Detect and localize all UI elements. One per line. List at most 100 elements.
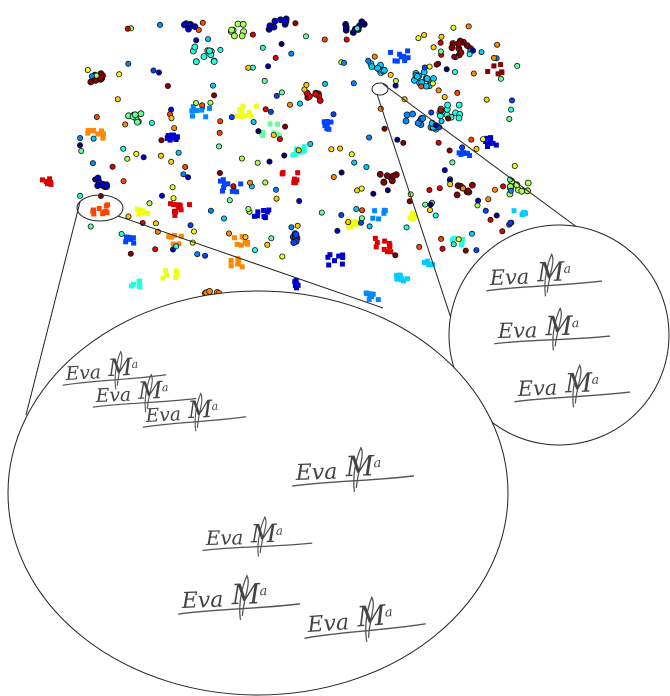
scatter-point <box>456 150 462 156</box>
scatter-point <box>381 210 387 216</box>
scatter-point <box>273 92 280 99</box>
scatter-point <box>190 228 197 235</box>
scatter-point <box>242 113 248 119</box>
scatter-point <box>123 239 129 245</box>
signature-name-text: Eva <box>205 526 244 550</box>
scatter-point <box>148 120 155 127</box>
scatter-point <box>164 272 170 278</box>
scatter-point <box>384 249 390 255</box>
scatter-point <box>405 55 411 61</box>
scatter-point <box>124 155 131 162</box>
zoom-source-marker-large <box>76 194 124 222</box>
scatter-point <box>348 223 354 229</box>
scatter-point <box>459 242 464 248</box>
signature-initial-text: M <box>186 395 213 424</box>
signature-initial-text: M <box>536 256 566 288</box>
scatter-point <box>388 249 394 255</box>
scatter-point <box>375 297 381 303</box>
scatter-point <box>394 136 401 143</box>
scatter-point <box>482 207 489 214</box>
scatter-point <box>254 159 261 166</box>
scatter-point <box>376 216 382 222</box>
scatter-point <box>402 117 410 125</box>
scatter-point <box>508 97 515 104</box>
scatter-point <box>302 33 309 40</box>
scatter-point <box>470 70 477 77</box>
scatter-point <box>174 272 180 278</box>
signature-image: Eva Ma <box>494 307 611 351</box>
scatter-point <box>199 102 206 109</box>
scatter-point <box>264 241 271 248</box>
scatter-point <box>77 142 84 149</box>
scatter-point <box>158 192 165 199</box>
scatter-point <box>339 261 345 267</box>
scatter-point <box>270 131 277 138</box>
scatter-point <box>267 121 273 127</box>
scatter-point <box>403 111 411 119</box>
scatter-point <box>248 113 254 119</box>
scatter-point <box>506 116 513 123</box>
scatter-point <box>363 290 369 296</box>
scatter-point <box>392 58 398 64</box>
signature-initial-text: M <box>355 598 388 633</box>
scatter-point <box>167 137 173 143</box>
scatter-point <box>234 189 240 195</box>
scatter-point <box>261 208 267 213</box>
signature-superscript-text: a <box>384 605 393 621</box>
scatter-point <box>290 239 298 247</box>
scatter-point <box>246 179 253 186</box>
scatter-point <box>260 129 266 135</box>
signature-superscript-text: a <box>591 373 599 387</box>
scatter-point <box>403 224 410 231</box>
scatter-point <box>398 277 404 282</box>
scatter-point <box>340 255 346 260</box>
scatter-point <box>427 201 434 208</box>
scatter-point <box>170 241 176 247</box>
scatter-point <box>389 172 397 180</box>
scatter-point <box>436 185 443 192</box>
scatter-point <box>478 49 485 56</box>
scatter-point <box>85 127 91 133</box>
scatter-point <box>146 200 153 207</box>
scatter-point <box>367 291 373 297</box>
scatter-point <box>490 140 496 146</box>
scatter-point <box>77 192 84 199</box>
scatter-point <box>350 80 357 87</box>
scatter-point <box>251 213 257 219</box>
scatter-point <box>292 279 298 285</box>
scatter-point <box>182 163 189 170</box>
scatter-point <box>433 61 440 68</box>
scatter-point <box>397 51 403 57</box>
scatter-point <box>400 139 407 146</box>
signature-image: Eva Ma <box>514 363 631 408</box>
scatter-point <box>343 36 350 43</box>
scatter-point <box>268 235 275 242</box>
scatter-point <box>185 174 192 181</box>
signature-image: Eva Ma <box>92 373 197 413</box>
scatter-point <box>426 261 431 267</box>
scatter-point <box>450 241 457 248</box>
scatter-point <box>468 181 476 189</box>
scatter-point <box>124 25 131 32</box>
scatter-point <box>326 126 332 132</box>
scatter-point <box>381 125 388 132</box>
scatter-point <box>140 154 147 161</box>
scatter-point <box>255 209 261 215</box>
scatter-point <box>486 141 492 147</box>
scatter-point <box>421 64 428 71</box>
scatter-point <box>89 160 96 167</box>
scatter-point <box>494 41 501 48</box>
scatter-point <box>382 238 388 244</box>
scatter-point <box>437 39 444 46</box>
scatter-point <box>380 66 388 74</box>
scatter-point <box>215 143 222 150</box>
scatter-point <box>405 48 411 54</box>
scatter-point <box>321 119 327 125</box>
scatter-point <box>381 246 387 252</box>
scatter-point <box>235 261 241 267</box>
scatter-point <box>286 101 293 108</box>
scatter-point <box>267 108 274 115</box>
scatter-point <box>435 139 442 146</box>
scatter-point <box>370 190 377 197</box>
scatter-point <box>192 58 200 66</box>
